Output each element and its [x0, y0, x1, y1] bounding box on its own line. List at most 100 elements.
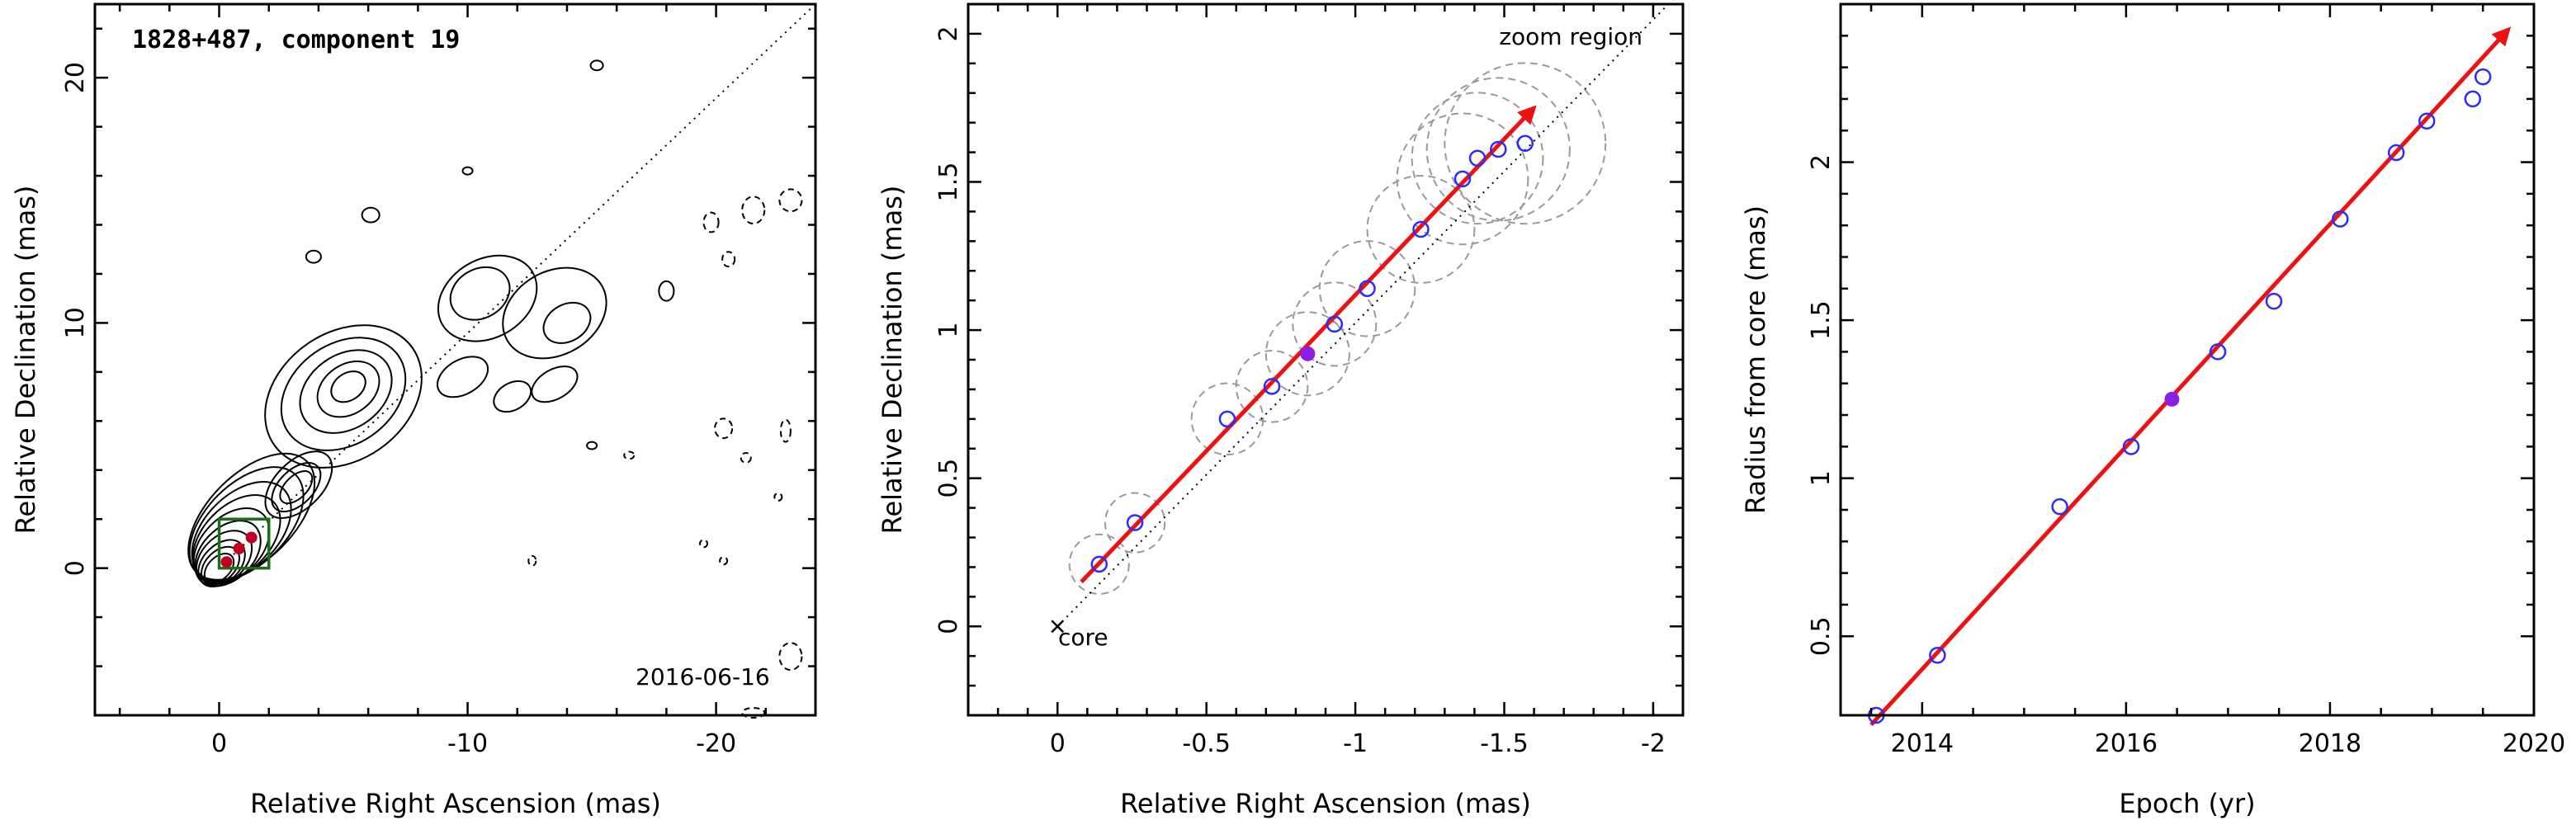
fit-arrow [1080, 105, 1537, 584]
contour-map-panel: 0 -10 -20 0 10 20 1828+487, component 19 2016… [10, 2, 817, 819]
panel2-ylabel: Relative Declination (mas) [877, 186, 908, 535]
data-point [2265, 292, 2283, 310]
y-tick-label: 1.5 [934, 163, 963, 202]
panel1-frame [93, 2, 817, 717]
x-tick-label: 2014 [1891, 729, 1954, 758]
radius-epoch-panel: 2014 2016 2018 2020 0.5 1 1.5 2 Epoch (yr) Radi… [1740, 2, 2565, 819]
data-point [1929, 646, 1946, 664]
contour-map [187, 59, 803, 719]
noise-contour [461, 166, 474, 176]
diffuse-contour [493, 380, 532, 413]
diffuse-contour [437, 356, 489, 398]
lobe-contour [264, 324, 423, 469]
data-point [2464, 90, 2482, 108]
component-size-circle [1068, 533, 1130, 595]
data-point [1263, 378, 1281, 395]
noise-contour [527, 554, 537, 567]
y-tick-label: 10 [61, 307, 90, 338]
panel3-frame [1839, 2, 2536, 717]
lobe-contour [280, 337, 407, 451]
highlighted-point [1300, 346, 1316, 361]
lobe-contour [299, 349, 393, 434]
data-point [2051, 497, 2068, 516]
x-tick-label: -20 [696, 729, 736, 758]
data-point [1468, 149, 1487, 167]
noise-contour [589, 59, 604, 72]
core-marker [1051, 620, 1065, 634]
panel2-marks [1051, 0, 1674, 634]
y-tick-label: 0.5 [1807, 616, 1836, 656]
component-size-circle [1396, 112, 1529, 246]
noise-contour [586, 441, 598, 450]
fit-arrow [1869, 26, 2512, 727]
noise-contour [658, 280, 675, 302]
y-tick-label: 0 [934, 619, 963, 634]
noise-contour [714, 417, 734, 440]
component-size-circle [1235, 350, 1309, 423]
panel1-xlabel: Relative Right Ascension (mas) [250, 788, 661, 819]
data-point [2122, 438, 2140, 455]
data-point [1453, 170, 1472, 188]
core-contour [187, 452, 316, 581]
noise-contour [361, 206, 380, 224]
lobe-contour [316, 360, 380, 418]
diffuse-contour [449, 266, 511, 321]
data-point [2418, 112, 2436, 130]
component-point [245, 531, 258, 544]
panel3-xlabel: Epoch (yr) [2119, 788, 2255, 819]
map-date-label: 2016-06-16 [636, 663, 770, 691]
noise-contour [719, 556, 729, 566]
jet-contour [271, 462, 322, 513]
panel1-ticks: 0 -10 -20 0 10 20 [61, 4, 815, 758]
panel2-xlabel: Relative Right Ascension (mas) [1120, 788, 1531, 819]
noise-contour [623, 450, 636, 460]
y-tick-label: 1 [1807, 470, 1836, 486]
data-point [1218, 410, 1236, 428]
data-point [2209, 343, 2227, 361]
data-point [1516, 134, 1534, 153]
component-size-circle [1264, 311, 1350, 397]
diffuse-contour [542, 301, 592, 344]
jet-contour [279, 470, 314, 505]
component-size-circle [1366, 175, 1476, 284]
noise-contour [702, 211, 720, 233]
panel3-ylabel: Radius from core (mas) [1740, 205, 1771, 514]
panel1-ylabel: Relative Declination (mas) [10, 186, 41, 535]
x-tick-label: 2020 [2503, 729, 2565, 758]
data-point [1090, 555, 1108, 573]
y-tick-label: 0 [61, 560, 90, 576]
x-tick-label: 2016 [2095, 729, 2158, 758]
y-tick-label: 2 [1807, 154, 1836, 170]
noise-contour [779, 418, 792, 443]
x-tick-label: -0.5 [1182, 729, 1231, 758]
x-tick-label: 0 [1050, 729, 1066, 758]
component-size-circle [1444, 62, 1607, 225]
panel3-ticks: 2014 2016 2018 2020 0.5 1 1.5 2 [1807, 4, 2565, 758]
panel3-marks [1867, 26, 2512, 727]
x-tick-label: -10 [447, 729, 488, 758]
x-tick-label: -2 [1641, 729, 1666, 758]
y-tick-label: 2 [934, 26, 963, 41]
x-tick-label: 2018 [2299, 729, 2361, 758]
data-point [1490, 140, 1507, 158]
noise-contour [778, 642, 803, 672]
x-tick-label: 0 [211, 729, 227, 758]
noise-contour [741, 707, 766, 719]
noise-contour [740, 451, 752, 464]
panel1-marks [217, 3, 816, 570]
y-tick-label: 1.5 [1807, 300, 1836, 340]
zoom-region-panel: 0 -0.5 -1 -1.5 -200.511.52 zoom region core … [877, 0, 1685, 819]
diffuse-contour [437, 254, 538, 342]
y-tick-label: 0.5 [934, 459, 963, 498]
data-point [2332, 210, 2349, 228]
data-point [1126, 514, 1144, 531]
component-size-circle [1411, 92, 1544, 225]
jet-contour [264, 450, 333, 519]
component-size-circle [1292, 281, 1378, 367]
component-point [233, 542, 245, 554]
data-point [1412, 220, 1430, 238]
x-tick-label: -1 [1343, 729, 1368, 758]
diffuse-contour [502, 266, 607, 360]
noise-contour [699, 539, 709, 549]
